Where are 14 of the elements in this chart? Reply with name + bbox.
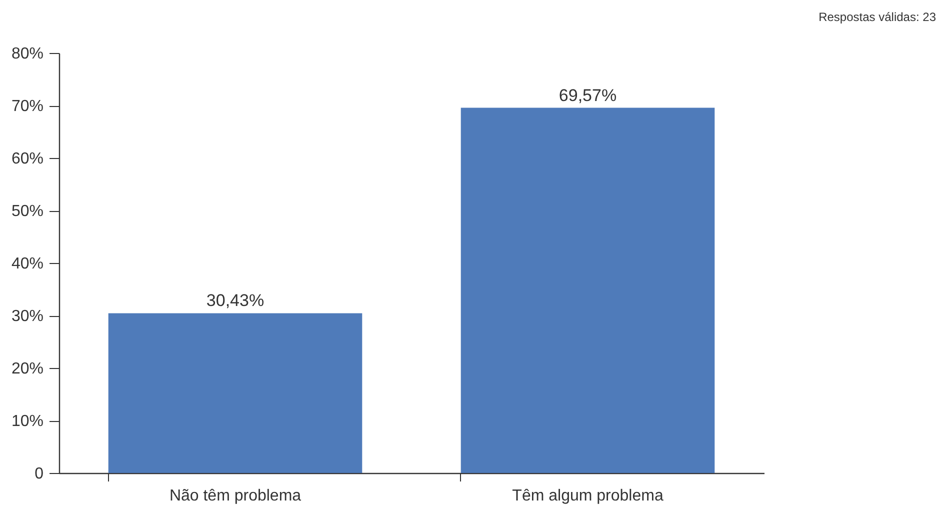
data-label: 69,57% [558, 86, 617, 105]
y-tick-label: 60% [11, 150, 44, 168]
text: Respostas válidas: 23 [818, 10, 936, 24]
y-tick-label: 80% [11, 46, 44, 62]
data-label: 30,43% [206, 291, 264, 310]
y-tick-label: 20% [11, 360, 44, 378]
y-tick-label: 10% [11, 413, 44, 430]
y-tick-label: 40% [11, 256, 44, 272]
y-tick-label: 30% [11, 308, 44, 325]
y-tick-label: 0 [34, 466, 44, 482]
x-tick-label: Não têm problema [169, 488, 302, 504]
y-tick-label: 70% [11, 98, 44, 115]
x-tick-label: Têm algum problema [512, 488, 664, 504]
y-tick-label: 50% [11, 203, 44, 220]
